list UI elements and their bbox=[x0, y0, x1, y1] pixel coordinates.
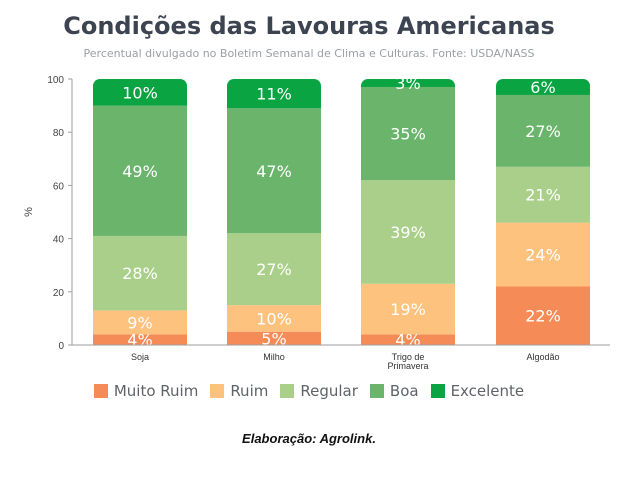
data-label: 35% bbox=[390, 125, 426, 144]
chart-legend: Muito Ruim Ruim Regular Boa Excelente bbox=[0, 382, 618, 400]
bar-segment bbox=[361, 79, 455, 87]
bar-segment bbox=[361, 334, 455, 345]
bar-segment bbox=[93, 334, 187, 345]
data-label: 19% bbox=[390, 300, 426, 319]
data-label: 3% bbox=[395, 74, 420, 93]
data-label: 28% bbox=[122, 264, 158, 283]
legend-item: Ruim bbox=[210, 382, 268, 400]
legend-swatch bbox=[210, 384, 225, 398]
data-label: 22% bbox=[525, 307, 561, 326]
data-label: 49% bbox=[122, 162, 158, 181]
bar-segment bbox=[227, 233, 321, 306]
bar-group bbox=[93, 79, 187, 345]
chart-subtitle: Percentual divulgado no Boletim Semanal … bbox=[83, 47, 535, 60]
y-tick-label: 60 bbox=[53, 181, 65, 192]
data-label: 39% bbox=[390, 223, 426, 242]
bar-segment bbox=[361, 86, 455, 181]
legend-swatch bbox=[369, 384, 384, 398]
legend-item: Excelente bbox=[430, 382, 525, 400]
stacked-bar-chart: 020406080100%4%9%28%49%10%Soja5%10%27%47… bbox=[23, 74, 610, 371]
data-label: 47% bbox=[256, 162, 292, 181]
x-tick-label: Milho bbox=[263, 352, 285, 362]
legend-swatch bbox=[280, 384, 295, 398]
legend-swatch bbox=[430, 384, 445, 398]
credit-note: Elaboração: Agrolink. bbox=[242, 431, 376, 446]
x-tick-label: Algodão bbox=[526, 352, 559, 362]
bar-segment bbox=[361, 283, 455, 335]
bar-segment bbox=[227, 79, 321, 109]
bar-segment bbox=[496, 166, 590, 223]
data-label: 4% bbox=[395, 331, 420, 350]
bar-segment bbox=[361, 180, 455, 284]
legend-label: Ruim bbox=[230, 382, 269, 400]
y-tick-label: 0 bbox=[58, 341, 64, 352]
bar-segment bbox=[496, 286, 590, 345]
y-axis-title: % bbox=[23, 207, 35, 217]
bar-segment bbox=[496, 94, 590, 167]
data-label: 5% bbox=[261, 329, 286, 348]
data-label: 21% bbox=[525, 186, 561, 205]
legend-label: Excelente bbox=[450, 382, 525, 400]
data-label: 10% bbox=[122, 83, 158, 102]
data-label: 27% bbox=[525, 122, 561, 141]
y-tick-label: 40 bbox=[53, 235, 65, 246]
legend-label: Regular bbox=[300, 382, 358, 400]
legend-item: Boa bbox=[369, 382, 419, 400]
bar-group bbox=[496, 79, 590, 345]
x-tick-label: Soja bbox=[131, 352, 149, 362]
data-label: 10% bbox=[256, 309, 292, 328]
data-label: 6% bbox=[530, 78, 555, 97]
data-label: 24% bbox=[525, 246, 561, 265]
legend-item: Regular bbox=[280, 382, 358, 400]
bar-segment bbox=[93, 105, 187, 236]
data-label: 4% bbox=[127, 331, 152, 350]
bar-segment bbox=[227, 108, 321, 234]
legend-swatch bbox=[93, 384, 108, 398]
bar-segment bbox=[93, 235, 187, 311]
legend-label: Boa bbox=[389, 382, 419, 400]
data-label: 27% bbox=[256, 260, 292, 279]
bar-segment bbox=[93, 79, 187, 106]
bar-segment bbox=[93, 310, 187, 335]
chart-title: Condições das Lavouras Americanas bbox=[63, 12, 555, 40]
legend-item: Muito Ruim bbox=[93, 382, 199, 400]
bar-segment bbox=[496, 222, 590, 287]
x-tick-label: Primavera bbox=[387, 361, 428, 371]
y-tick-label: 20 bbox=[53, 288, 65, 299]
data-label: 11% bbox=[256, 85, 292, 104]
bar-segment bbox=[227, 305, 321, 332]
data-label: 9% bbox=[127, 313, 152, 332]
bar-segment bbox=[496, 79, 590, 95]
y-tick-label: 100 bbox=[47, 75, 64, 86]
x-tick-label: Trigo de bbox=[392, 352, 425, 362]
bar-group bbox=[361, 79, 455, 345]
y-tick-label: 80 bbox=[53, 128, 65, 139]
bar-segment bbox=[227, 331, 321, 345]
legend-label: Muito Ruim bbox=[113, 382, 199, 400]
bar-group bbox=[227, 79, 321, 345]
